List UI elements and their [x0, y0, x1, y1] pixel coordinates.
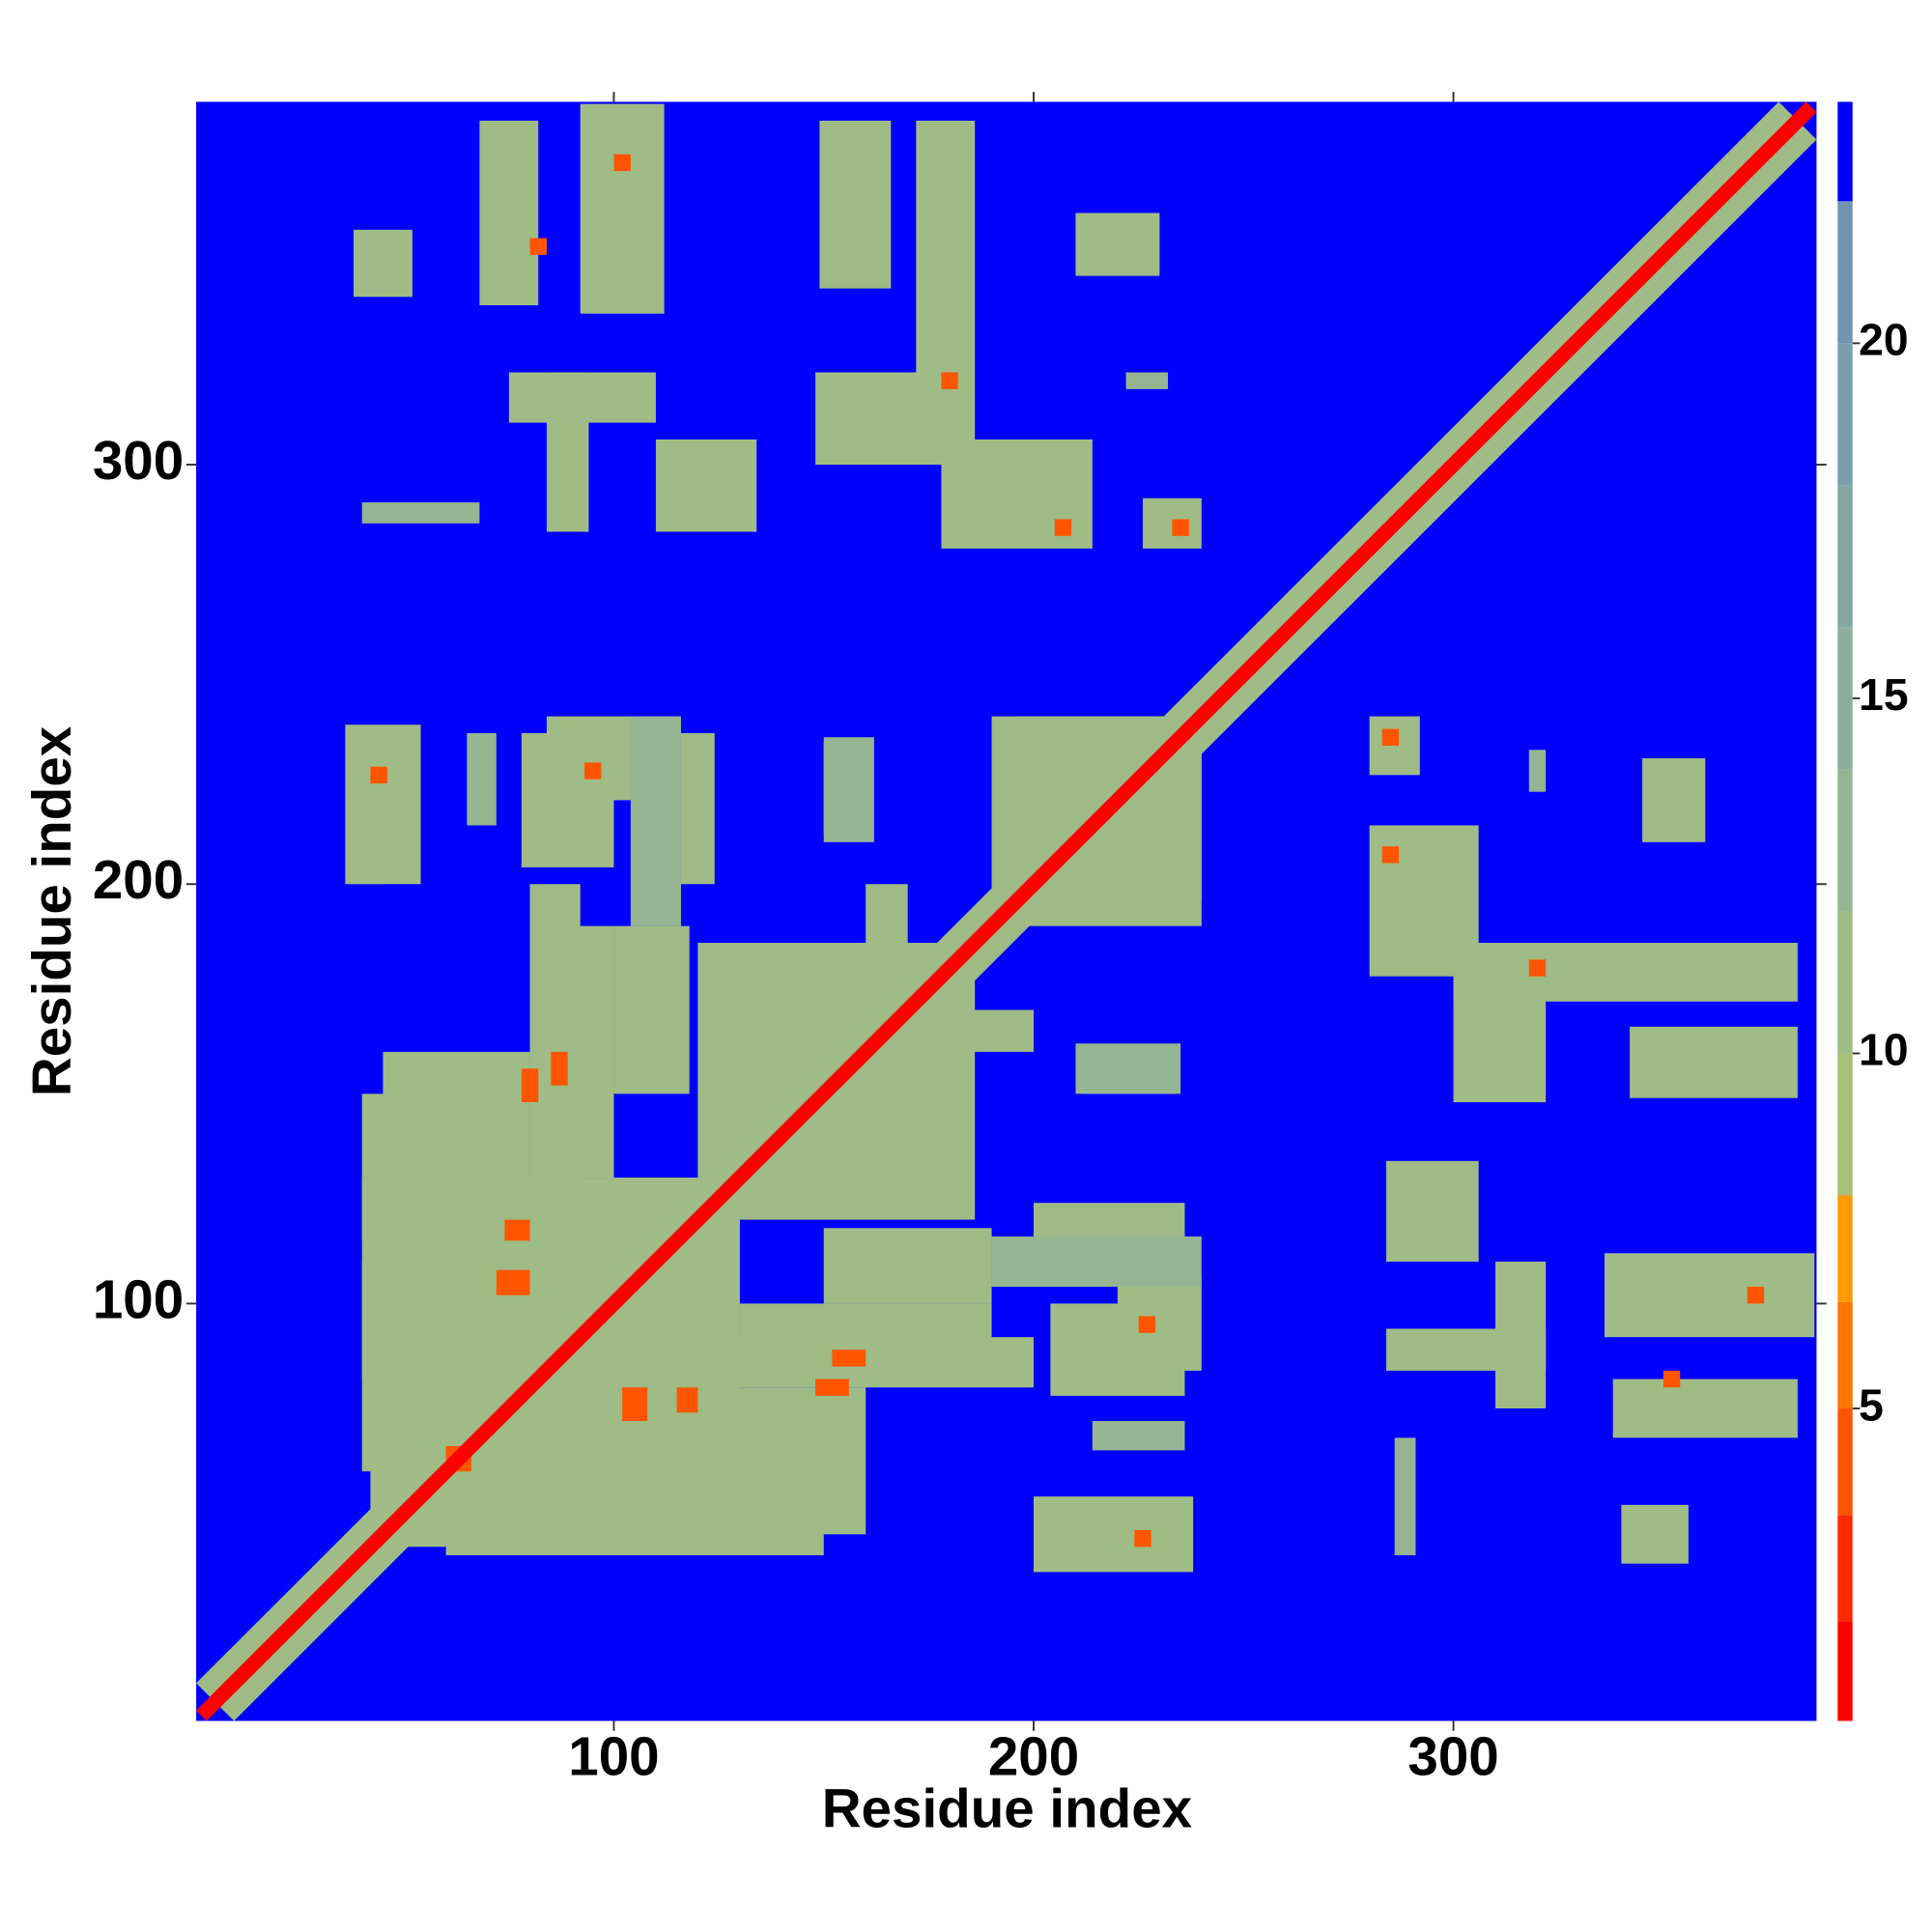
colorbar-tick-label: 10: [1859, 1025, 1908, 1075]
colorbar-band: [1837, 769, 1853, 912]
colorbar-band: [1837, 911, 1853, 1054]
colorbar-band: [1837, 485, 1853, 628]
heat-cell: [676, 1471, 824, 1555]
heat-cell: [529, 238, 547, 255]
heat-cell-mirror: [361, 1262, 438, 1379]
y-tick-label: 100: [93, 1268, 184, 1329]
heatmap-cells: [196, 101, 1817, 1721]
heat-cell: [622, 1387, 648, 1422]
heat-cell: [1134, 1529, 1151, 1548]
heat-cell-mirror: [1630, 1026, 1798, 1098]
heat-cell: [613, 925, 690, 1094]
heat-cell-mirror: [345, 724, 421, 885]
heat-cell-mirror: [1453, 976, 1547, 1103]
heat-cell: [815, 1378, 849, 1396]
heat-cell: [479, 120, 539, 305]
x-axis-label: Residue index: [822, 1778, 1193, 1839]
heat-cell: [815, 372, 942, 465]
heat-cell-mirror: [584, 762, 602, 780]
heat-cell-mirror: [1381, 728, 1400, 746]
colorbar-band: [1837, 1515, 1853, 1622]
colorbar-band: [1837, 1408, 1853, 1516]
colorbar-band: [1837, 343, 1853, 486]
heat-cell-mirror: [1381, 846, 1400, 864]
heat-cell: [354, 229, 412, 298]
x-tick-label: 300: [1407, 1726, 1498, 1787]
y-tick-label: 200: [93, 849, 184, 910]
heat-cell: [655, 439, 757, 532]
heat-cell-mirror: [1369, 716, 1420, 776]
colorbar-band: [1837, 1053, 1853, 1196]
colorbar-tick-label: 5: [1859, 1379, 1884, 1430]
heat-cell-mirror: [832, 1350, 867, 1367]
heat-cell-mirror: [630, 716, 681, 926]
heat-cell-mirror: [496, 1269, 530, 1295]
colorbar-tick-label: 15: [1859, 669, 1908, 720]
heat-cell-mirror: [1662, 1370, 1681, 1388]
heat-cell: [546, 372, 589, 532]
heat-cell-mirror: [361, 1094, 446, 1241]
heat-cell: [1054, 519, 1072, 536]
heat-cell: [580, 103, 665, 314]
heat-cell-mirror: [1605, 1253, 1815, 1338]
heat-cell-mirror: [521, 1068, 539, 1103]
heat-cell-mirror: [739, 968, 976, 1220]
heat-cell-mirror: [1612, 1378, 1798, 1438]
heat-cell-mirror: [1747, 1287, 1765, 1304]
heat-cell-mirror: [1528, 959, 1547, 977]
heat-cell: [1034, 1496, 1194, 1573]
colorbar-band: [1837, 1301, 1853, 1409]
heat-cell: [819, 120, 892, 289]
heat-cell: [361, 502, 480, 524]
y-axis-label: Residue index: [21, 725, 82, 1096]
x-tick-label: 100: [568, 1726, 659, 1787]
heat-cell: [1125, 372, 1169, 389]
heat-cell-mirror: [1528, 750, 1547, 792]
heat-cell: [504, 1219, 530, 1241]
colorbar-band: [1837, 627, 1853, 770]
heat-cell-mirror: [823, 737, 874, 842]
heat-cell-mirror: [1642, 757, 1706, 842]
heat-cell: [538, 1479, 656, 1555]
y-tick-label: 300: [93, 430, 184, 491]
heat-cell: [613, 154, 631, 172]
heat-cell: [1117, 1278, 1202, 1371]
heat-cell: [551, 1051, 568, 1086]
heat-cell-mirror: [1386, 1160, 1479, 1263]
colorbar-band: [1837, 1195, 1853, 1302]
heat-cell: [941, 372, 958, 389]
heat-cell-mirror: [1092, 1421, 1185, 1451]
colorbar-band: [1837, 1621, 1853, 1721]
x-tick-label: 200: [988, 1726, 1079, 1787]
heat-cell-mirror: [1621, 1504, 1689, 1564]
heat-cell: [467, 732, 497, 826]
heat-cell-mirror: [1394, 1437, 1416, 1555]
heat-cell-mirror: [370, 766, 387, 784]
heat-cell-mirror: [676, 1387, 698, 1413]
heat-cell: [1075, 213, 1160, 276]
heat-cell-mirror: [546, 716, 639, 801]
colorbar-tick-label: 20: [1859, 315, 1908, 365]
heat-cell-mirror: [823, 1228, 992, 1304]
heat-cell: [1075, 1043, 1181, 1094]
heat-cell: [991, 1236, 1202, 1288]
heat-cell: [1138, 1316, 1156, 1333]
heat-cell: [1172, 519, 1189, 536]
colorbar-band: [1837, 201, 1853, 344]
colorbar-band: [1837, 101, 1853, 202]
diagonal-core: [196, 101, 1817, 1721]
heat-cell-mirror: [1386, 1328, 1547, 1371]
